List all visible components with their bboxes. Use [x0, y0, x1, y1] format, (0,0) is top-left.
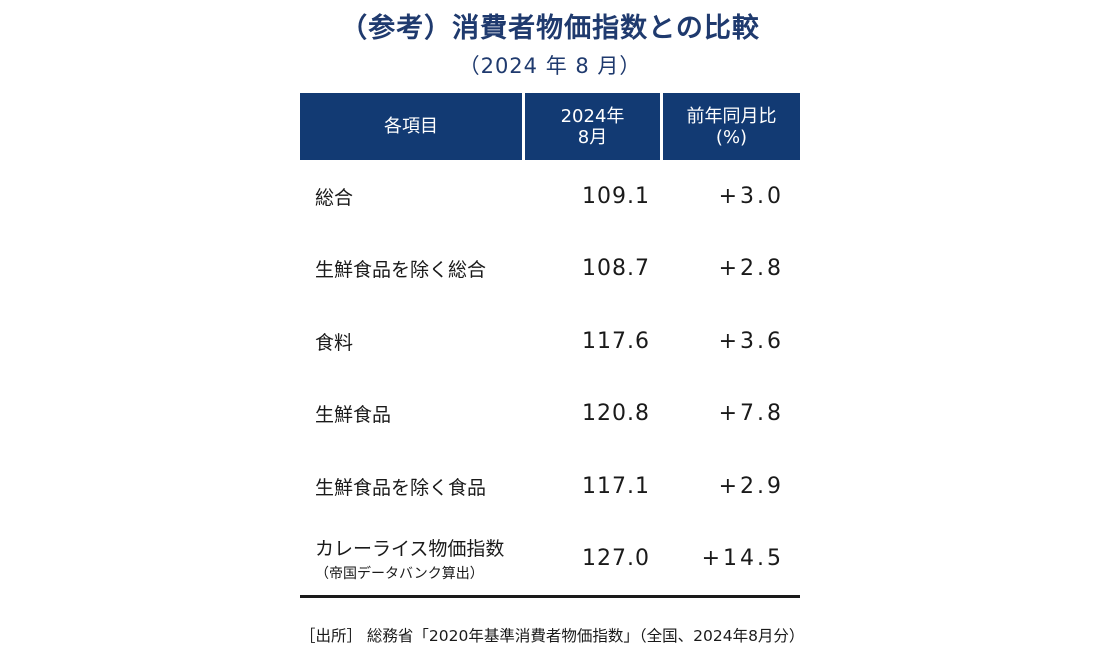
row-label-text: 食料: [315, 331, 354, 354]
table-row: 食料 117.6 +3.6: [300, 305, 800, 378]
table-row: 総合 109.1 +3.0: [300, 160, 800, 233]
comparison-table: 各項目 2024年 8月 前年同月比 (%) 総合 109.1 +3.0 生鮮食…: [300, 93, 800, 598]
source-note: ［出所］ 総務省「2020年基準消費者物価指数」（全国、2024年8月分）: [300, 627, 805, 645]
row-label-text: 総合: [315, 186, 354, 209]
row-label: カレーライス物価指数 （帝国データバンク算出）: [300, 534, 522, 583]
row-yoy-value: +14.5: [701, 546, 784, 571]
table-row: 生鮮食品 120.8 +7.8: [300, 378, 800, 451]
header-yoy: 前年同月比 (%): [663, 93, 800, 160]
header-item: 各項目: [300, 93, 522, 160]
row-label-text: カレーライス物価指数: [315, 538, 505, 560]
table-row: 生鮮食品を除く食品 117.1 +2.9: [300, 450, 800, 523]
row-label: 生鮮食品を除く食品: [300, 473, 522, 500]
row-index-value: 117.1: [582, 473, 650, 499]
row-yoy-value: +3.0: [718, 183, 784, 209]
table-body: 総合 109.1 +3.0 生鮮食品を除く総合 108.7 +2.8 食料 11…: [300, 160, 800, 598]
table-row: カレーライス物価指数 （帝国データバンク算出） 127.0 +14.5: [300, 523, 800, 598]
page-subtitle: （2024 年 8 月）: [458, 54, 642, 78]
row-label: 生鮮食品: [300, 400, 522, 427]
row-index-value: 117.6: [582, 328, 650, 354]
page-title: （参考）消費者物価指数との比較: [340, 13, 760, 44]
row-yoy-value: +2.8: [718, 256, 784, 282]
row-yoy-value: +3.6: [718, 328, 784, 354]
row-label-text: 生鮮食品を除く総合: [315, 259, 487, 282]
row-yoy-value: +7.8: [718, 401, 784, 427]
row-label-text: 生鮮食品を除く食品: [315, 476, 487, 499]
row-label: 食料: [300, 328, 522, 355]
table-header: 各項目 2024年 8月 前年同月比 (%): [300, 93, 800, 160]
row-label-text: 生鮮食品: [315, 404, 392, 427]
row-index-value: 109.1: [582, 183, 650, 209]
row-label-note: （帝国データバンク算出）: [315, 566, 484, 582]
row-index-value: 120.8: [582, 401, 650, 427]
table-row: 生鮮食品を除く総合 108.7 +2.8: [300, 233, 800, 306]
row-index-value: 108.7: [582, 256, 650, 282]
row-index-value: 127.0: [582, 546, 650, 571]
row-label: 総合: [300, 183, 522, 210]
row-yoy-value: +2.9: [718, 473, 784, 499]
row-label: 生鮮食品を除く総合: [300, 255, 522, 282]
header-index: 2024年 8月: [525, 93, 660, 160]
